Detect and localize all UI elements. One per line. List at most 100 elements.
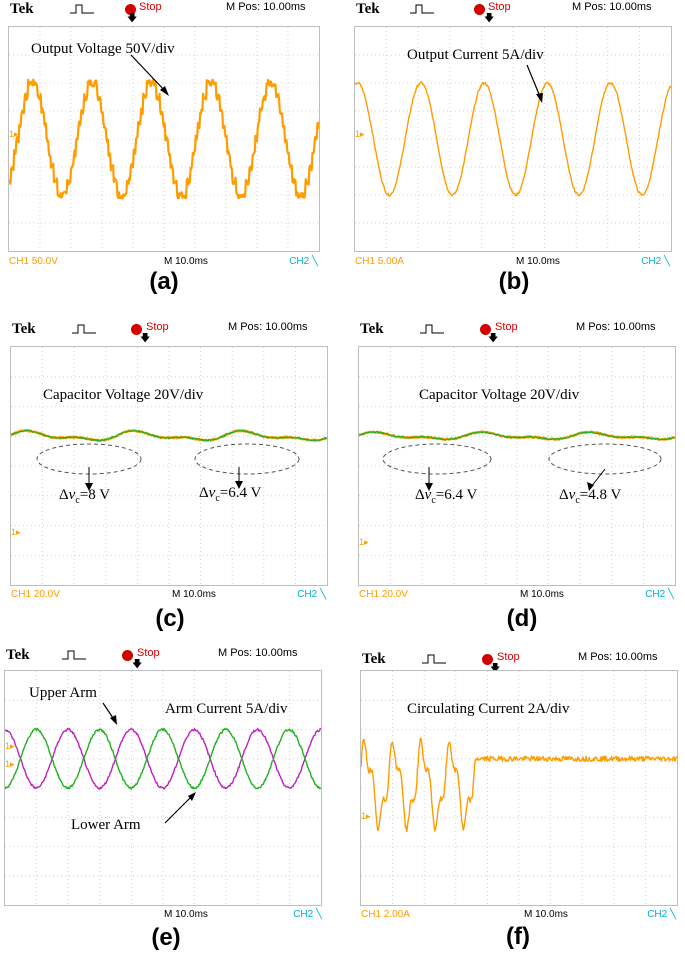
stop-indicator-icon: [480, 324, 491, 335]
scope-screen: 1▸ Capacitor Voltage 20V/div Δvc=8 V Δvc…: [10, 346, 328, 586]
delta-value: =6.4 V: [435, 487, 478, 503]
stop-label: Stop: [146, 321, 169, 333]
delta-symbol: Δ: [199, 485, 209, 501]
graticule: [359, 347, 675, 585]
lower-arm-label: Lower Arm: [71, 817, 141, 833]
panel-caption: (b): [498, 268, 530, 295]
upper-arm-label: Upper Arm: [29, 685, 97, 701]
delta-symbol: Δ: [415, 487, 425, 503]
waveform-plot: [355, 27, 671, 251]
scope-screen: 1▸ Capacitor Voltage 20V/div Δvc=6.4 V Δ…: [358, 346, 676, 586]
trigger-pulse-icon: [410, 4, 434, 14]
tek-logo: Tek: [360, 321, 384, 337]
annotation-label: Output Voltage 50V/div: [31, 41, 175, 57]
delta-symbol: Δ: [59, 487, 69, 503]
panel-caption: (a): [149, 268, 179, 295]
ch1-ground-marker: 1▸: [11, 527, 21, 537]
scope-screen: 1▸ Output Voltage 50V/div: [8, 26, 320, 252]
graticule: [9, 27, 319, 251]
series-line-capacitor-b: [359, 430, 675, 441]
delta-variable: v: [424, 487, 432, 503]
series-line-output-voltage: [9, 78, 319, 200]
delta-label-2: Δvc=4.8 V: [559, 487, 621, 506]
scope-footer: CH1 20.0V M 10.0ms CH2 ╲: [358, 589, 676, 603]
ch2-label: CH2 ╲: [647, 909, 676, 920]
scope-panel-c: Tek Stop M Pos: 10.00ms 🡇 1▸ Capacitor V…: [10, 320, 328, 638]
timebase-label: M 10.0ms: [164, 909, 208, 920]
scope-panel-f: Tek Stop M Pos: 10.00ms 🡇 1▸ Circulating…: [360, 650, 678, 951]
trigger-pulse-icon: [62, 650, 86, 660]
scope-screen: 1▸ Output Current 5A/div: [354, 26, 672, 252]
series-line-capacitor-b: [11, 429, 327, 442]
stop-indicator-icon: [482, 654, 493, 665]
trigger-position-icon: 🡇: [490, 663, 501, 674]
scope-footer: M 10.0ms CH2 ╲: [4, 909, 324, 923]
delta-subscript: c: [431, 495, 436, 506]
ch2-label: CH2 ╲: [293, 909, 322, 920]
scope-footer: CH1 5.00A M 10.0ms CH2 ╲: [354, 256, 672, 270]
tek-logo: Tek: [362, 651, 386, 667]
scope-header: Tek Stop M Pos: 10.00ms 🡇: [8, 0, 320, 26]
delta-subscript: c: [75, 495, 80, 506]
trigger-position-icon: 🡇: [484, 13, 495, 24]
stop-label: Stop: [488, 1, 511, 13]
graticule: [355, 27, 671, 251]
mpos-label: M Pos: 10.00ms: [578, 651, 658, 663]
trigger-position-icon: 🡇: [488, 333, 499, 344]
trigger-pulse-icon: [422, 654, 446, 664]
timebase-label: M 10.0ms: [516, 256, 560, 267]
scope-header: Tek Stop M Pos: 10.00ms 🡇: [10, 320, 328, 346]
ch1-scale: CH1 5.00A: [355, 256, 404, 267]
scope-header: Tek Stop M Pos: 10.00ms 🡇: [354, 0, 672, 26]
scope-footer: CH1 2.00A M 10.0ms CH2 ╲: [360, 909, 678, 923]
graticule: [361, 671, 677, 905]
annotation-label: Capacitor Voltage 20V/div: [43, 387, 204, 403]
ch1-ground-marker: 1▸: [361, 811, 371, 821]
panel-caption: (c): [155, 605, 185, 632]
series-line-circulating-current: [361, 737, 677, 833]
scope-header: Tek Stop M Pos: 10.00ms 🡇: [360, 650, 678, 676]
stop-indicator-icon: [122, 650, 133, 661]
delta-variable: v: [68, 487, 76, 503]
stop-indicator-icon: [125, 4, 136, 15]
annotation-label: Arm Current 5A/div: [165, 701, 288, 717]
delta-label-1: Δvc=6.4 V: [415, 487, 477, 506]
waveform-plot: [11, 347, 327, 585]
scope-screen: 1▸ 1▸ Arm Current 5A/div Upper Arm Lower…: [4, 670, 322, 906]
ch1-scale: CH1 2.00A: [361, 909, 410, 920]
ch2-label: CH2 ╲: [645, 589, 674, 600]
scope-footer: CH1 20.0V M 10.0ms CH2 ╲: [10, 589, 328, 603]
panel-caption: (f): [506, 923, 530, 950]
mpos-label: M Pos: 10.00ms: [228, 321, 308, 333]
trigger-position-icon: 🡇: [132, 659, 143, 670]
stop-indicator-icon: [474, 4, 485, 15]
ch1-scale: CH1 50.0V: [9, 256, 58, 267]
delta-value: =4.8 V: [579, 487, 622, 503]
delta-symbol: Δ: [559, 487, 569, 503]
tek-logo: Tek: [12, 321, 36, 337]
delta-variable: v: [568, 487, 576, 503]
mpos-label: M Pos: 10.00ms: [576, 321, 656, 333]
delta-label-2: Δvc=6.4 V: [199, 485, 261, 504]
delta-variable: v: [208, 485, 216, 501]
ch1-scale: CH1 20.0V: [11, 589, 60, 600]
scope-header: Tek Stop M Pos: 10.00ms 🡇: [358, 320, 676, 346]
series-line-output-current: [355, 81, 671, 197]
stop-label: Stop: [137, 647, 160, 659]
scope-header: Tek Stop M Pos: 10.00ms 🡇: [4, 646, 324, 672]
stop-label: Stop: [497, 651, 520, 663]
delta-subscript: c: [575, 495, 580, 506]
trigger-pulse-icon: [70, 4, 94, 14]
delta-value: =8 V: [79, 487, 111, 503]
waveform-plot: [9, 27, 319, 251]
panel-caption: (e): [151, 924, 181, 951]
annotation-label: Output Current 5A/div: [407, 47, 544, 63]
timebase-label: M 10.0ms: [164, 256, 208, 267]
ch1-scale: CH1 20.0V: [359, 589, 408, 600]
delta-label-1: Δvc=8 V: [59, 487, 110, 506]
mpos-label: M Pos: 10.00ms: [226, 1, 306, 13]
timebase-label: M 10.0ms: [172, 589, 216, 600]
mpos-label: M Pos: 10.00ms: [572, 1, 652, 13]
trigger-pulse-icon: [420, 324, 444, 334]
ch1-ground-marker: 1▸: [9, 129, 19, 139]
